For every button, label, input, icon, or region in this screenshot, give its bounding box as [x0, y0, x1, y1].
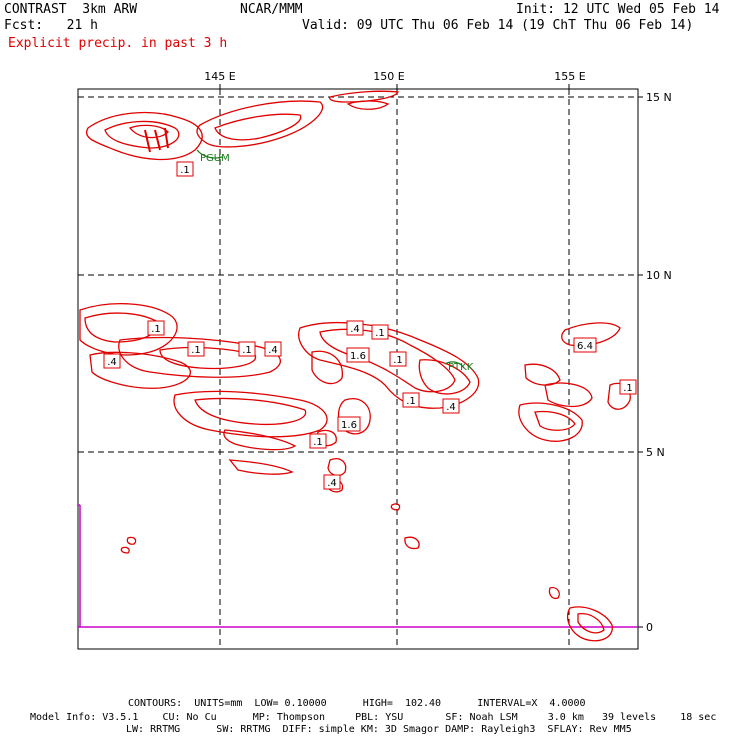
station-ptkk: PTKK [444, 361, 474, 373]
svg-text:.1: .1 [313, 437, 323, 448]
svg-text:.4: .4 [327, 478, 337, 489]
contour-label: 6.4 [573, 337, 597, 353]
svg-text:.1: .1 [623, 383, 633, 394]
lon-label-150: 150 E [373, 70, 404, 83]
contour-info: CONTOURS: UNITS=mm LOW= 0.10000 HIGH= 10… [128, 698, 586, 709]
svg-text:.1: .1 [151, 324, 161, 335]
contour-label: .1 [187, 341, 205, 357]
svg-text:1.6: 1.6 [341, 420, 357, 431]
model-title: CONTRAST 3km ARW [4, 2, 138, 17]
contour-label: .4 [323, 474, 341, 490]
contour-label: .1 [309, 433, 327, 449]
contour-label: 1.6 [346, 347, 370, 363]
init-time: Init: 12 UTC Wed 05 Feb 14 [516, 2, 720, 17]
graticule [78, 89, 638, 649]
svg-text:.4: .4 [350, 324, 360, 335]
forecast-hour: Fcst: 21 h [4, 18, 98, 33]
contour-label: .4 [264, 341, 282, 357]
svg-text:6.4: 6.4 [577, 341, 593, 352]
valid-time: Valid: 09 UTC Thu 06 Feb 14 (19 ChT Thu … [302, 18, 694, 33]
station-pgum: PGUM [196, 149, 230, 164]
svg-text:1.6: 1.6 [350, 351, 366, 362]
model-info-line2: LW: RRTMG SW: RRTMG DIFF: simple KM: 3D … [126, 724, 632, 735]
lat-label-0: 0 [646, 621, 653, 634]
svg-text:.1: .1 [406, 396, 416, 407]
svg-text:PGUM: PGUM [200, 153, 230, 164]
lon-label-145: 145 E [204, 70, 235, 83]
svg-text:.4: .4 [268, 345, 278, 356]
contour-label: 1.6 [337, 416, 361, 432]
contour-label: .1 [238, 341, 256, 357]
svg-text:.1: .1 [180, 165, 190, 176]
contour-label: .4 [442, 398, 460, 414]
svg-text:.1: .1 [375, 328, 385, 339]
svg-text:.4: .4 [107, 357, 117, 368]
contour-label: .1 [402, 392, 420, 408]
lon-label-155: 155 E [554, 70, 585, 83]
contour-label: .1 [619, 379, 637, 395]
lat-label-10n: 10 N [646, 269, 672, 282]
precip-contours [79, 90, 631, 642]
svg-text:PTKK: PTKK [448, 362, 474, 373]
svg-text:.4: .4 [446, 402, 456, 413]
svg-text:.1: .1 [242, 345, 252, 356]
org-label: NCAR/MMM [240, 2, 303, 17]
equator-line [78, 504, 638, 628]
contour-label: .1 [147, 320, 165, 336]
map-frame [77, 88, 639, 650]
field-title: Explicit precip. in past 3 h [8, 36, 228, 51]
contour-labels: .1 .1 .4 .1 .1 .4 .4 .1 1.6 .1 .1 .4 1.6… [103, 161, 637, 490]
contour-label: .4 [346, 320, 364, 336]
contour-label: .1 [176, 161, 194, 177]
svg-text:.1: .1 [191, 345, 201, 356]
contour-label: .1 [371, 324, 389, 340]
model-info-line1: Model Info: V3.5.1 CU: No Cu MP: Thompso… [30, 712, 717, 723]
lat-label-15n: 15 N [646, 91, 672, 104]
contour-label: .4 [103, 353, 121, 369]
svg-text:.1: .1 [393, 355, 403, 366]
lat-label-5n: 5 N [646, 446, 665, 459]
contour-label: .1 [389, 351, 407, 367]
